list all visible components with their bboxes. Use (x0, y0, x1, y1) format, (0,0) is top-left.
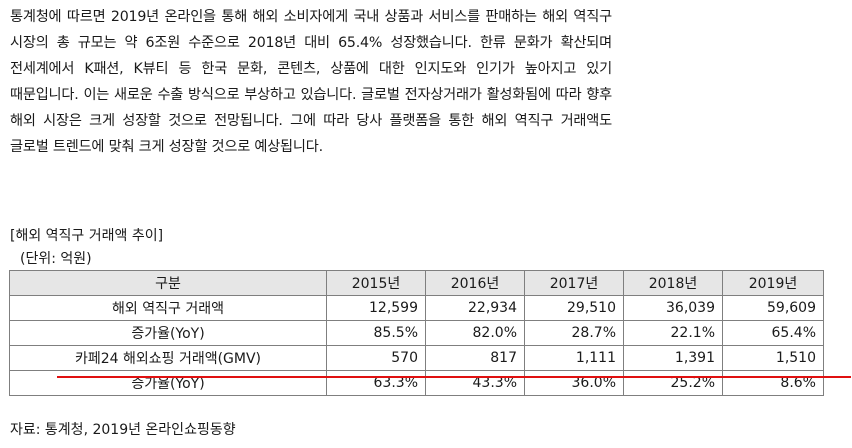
table-cell: 817 (425, 345, 525, 371)
table-cell: 29,510 (524, 295, 624, 321)
table-cell: 12,599 (326, 295, 426, 321)
header-cell-2015: 2015년 (326, 270, 426, 296)
transaction-trend-table: 구분 2015년 2016년 2017년 2018년 2019년 해외 역직구 … (9, 270, 824, 396)
table-cell: 22.1% (623, 320, 723, 346)
section-title: [해외 역직구 거래액 추이] (10, 228, 164, 244)
header-cell-category: 구분 (9, 270, 327, 296)
table-row-overseas-transactions: 해외 역직구 거래액 12,599 22,934 29,510 36,039 5… (9, 295, 824, 321)
table-cell: 63.3% (326, 370, 426, 396)
table-cell: 1,391 (623, 345, 723, 371)
body-paragraph: 통계청에 따르면 2019년 온라인을 통해 해외 소비자에게 국내 상품과 서… (10, 9, 612, 155)
table-cell: 22,934 (425, 295, 525, 321)
red-highlight-line (57, 376, 851, 378)
table-cell: 36.0% (524, 370, 624, 396)
table-cell: 36,039 (623, 295, 723, 321)
table-cell: 8.6% (722, 370, 824, 396)
table-row-cafe24-gmv: 카페24 해외쇼핑 거래액(GMV) 570 817 1,111 1,391 1… (9, 345, 824, 371)
row-label: 카페24 해외쇼핑 거래액(GMV) (9, 345, 327, 371)
row-label: 해외 역직구 거래액 (9, 295, 327, 321)
table-row-growth-rate: 증가율(YoY) 85.5% 82.0% 28.7% 22.1% 65.4% (9, 320, 824, 346)
table-header-row: 구분 2015년 2016년 2017년 2018년 2019년 (9, 270, 824, 296)
header-cell-2018: 2018년 (623, 270, 723, 296)
table-cell: 25.2% (623, 370, 723, 396)
table-row-cafe24-growth-rate: 증가율(YoY) 63.3% 43.3% 36.0% 25.2% 8.6% (9, 370, 824, 396)
table-cell: 1,510 (722, 345, 824, 371)
table-cell: 570 (326, 345, 426, 371)
unit-note: (단위: 억원) (20, 251, 92, 267)
table-cell: 65.4% (722, 320, 824, 346)
source-note: 자료: 통계청, 2019년 온라인쇼핑동향 (10, 422, 236, 438)
header-cell-2016: 2016년 (425, 270, 525, 296)
row-label: 증가율(YoY) (9, 320, 327, 346)
header-cell-2019: 2019년 (722, 270, 824, 296)
table-cell: 1,111 (524, 345, 624, 371)
table-cell: 43.3% (425, 370, 525, 396)
table-cell: 28.7% (524, 320, 624, 346)
header-cell-2017: 2017년 (524, 270, 624, 296)
row-label: 증가율(YoY) (9, 370, 327, 396)
table-cell: 85.5% (326, 320, 426, 346)
table-cell: 59,609 (722, 295, 824, 321)
table-cell: 82.0% (425, 320, 525, 346)
